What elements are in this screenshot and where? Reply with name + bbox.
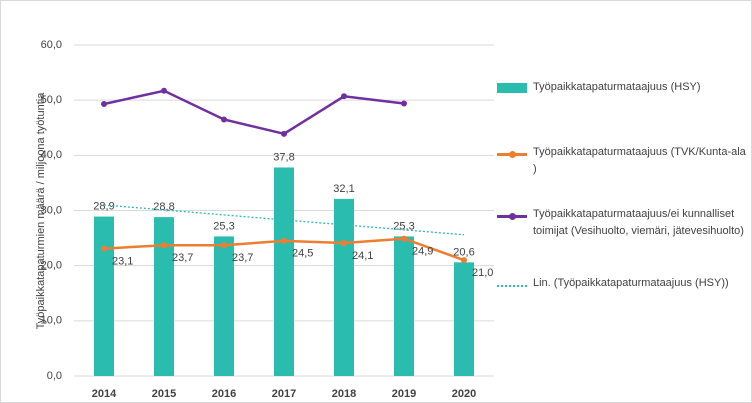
legend-entry: Työpaikkatapaturmataajuus (HSY) xyxy=(497,81,747,96)
legend-swatch xyxy=(497,213,527,220)
data-label: 24,9 xyxy=(412,246,433,258)
x-tick-label: 2017 xyxy=(272,388,296,400)
legend-entry: Työpaikkatapaturmataajuus (TVK/Kunta-ala… xyxy=(497,146,747,178)
marker xyxy=(101,245,107,252)
y-axis-label: Työpaikkatapaturmien määrä / miljoona ty… xyxy=(35,92,47,330)
x-tick-label: 2015 xyxy=(152,388,176,400)
y-tick-label: 10,0 xyxy=(41,315,62,327)
legend-label: Työpaikkatapaturmataajuus/ei kunnalliset… xyxy=(533,208,744,237)
marker xyxy=(461,257,467,264)
x-tick-label: 2019 xyxy=(392,388,416,400)
bar xyxy=(214,236,234,376)
x-tick-label: 2016 xyxy=(212,388,236,400)
bar xyxy=(154,217,174,376)
data-label: 23,7 xyxy=(172,252,193,264)
marker xyxy=(221,116,227,123)
y-tick-label: 50,0 xyxy=(41,94,62,106)
data-label: 21,0 xyxy=(472,267,493,279)
data-label: 28,8 xyxy=(153,201,174,213)
data-label: 32,1 xyxy=(333,183,354,195)
data-label: 28,9 xyxy=(93,200,114,212)
marker xyxy=(341,240,347,247)
data-label: 24,1 xyxy=(352,250,373,262)
legend-marker xyxy=(509,151,516,158)
marker xyxy=(161,87,167,94)
bar xyxy=(274,167,294,376)
marker xyxy=(161,242,167,249)
trend-line xyxy=(103,204,465,236)
legend-label: Työpaikkatapaturmataajuus (TVK/Kunta-ala… xyxy=(533,146,746,175)
marker xyxy=(281,237,287,244)
marker xyxy=(221,242,227,249)
marker xyxy=(341,93,347,100)
legend-entry: Työpaikkatapaturmataajuus/ei kunnalliset… xyxy=(497,208,747,240)
legend-entry: Lin. (Työpaikkatapaturmataajuus (HSY)) xyxy=(497,277,747,292)
legend-label: Lin. (Työpaikkatapaturmataajuus (HSY)) xyxy=(533,277,729,289)
x-tick-label: 2014 xyxy=(92,388,117,400)
legend-swatch xyxy=(497,151,527,158)
y-tick-label: 30,0 xyxy=(41,204,62,216)
marker xyxy=(401,100,407,107)
data-label: 23,1 xyxy=(112,255,133,267)
bar xyxy=(454,262,474,376)
x-tick-label: 2020 xyxy=(452,388,476,400)
legend-label: Työpaikkatapaturmataajuus (HSY) xyxy=(533,81,701,93)
x-tick-label: 2018 xyxy=(332,388,356,400)
legend-swatch xyxy=(497,285,527,287)
bar xyxy=(394,236,414,376)
data-label: 20,6 xyxy=(453,246,474,258)
data-label: 37,8 xyxy=(273,151,294,163)
legend-swatch xyxy=(497,83,527,93)
data-label: 24,5 xyxy=(292,248,313,260)
y-tick-label: 20,0 xyxy=(41,260,62,272)
data-label: 25,3 xyxy=(393,220,414,232)
legend-marker xyxy=(509,213,516,220)
marker xyxy=(101,101,107,108)
marker xyxy=(281,130,287,137)
y-tick-label: 60,0 xyxy=(41,39,62,51)
y-tick-label: 40,0 xyxy=(41,149,62,161)
marker xyxy=(401,235,407,242)
data-label: 23,7 xyxy=(232,252,253,264)
line xyxy=(103,89,405,136)
y-tick-label: 0,0 xyxy=(47,370,62,382)
data-label: 25,3 xyxy=(213,220,234,232)
bar xyxy=(94,216,114,376)
